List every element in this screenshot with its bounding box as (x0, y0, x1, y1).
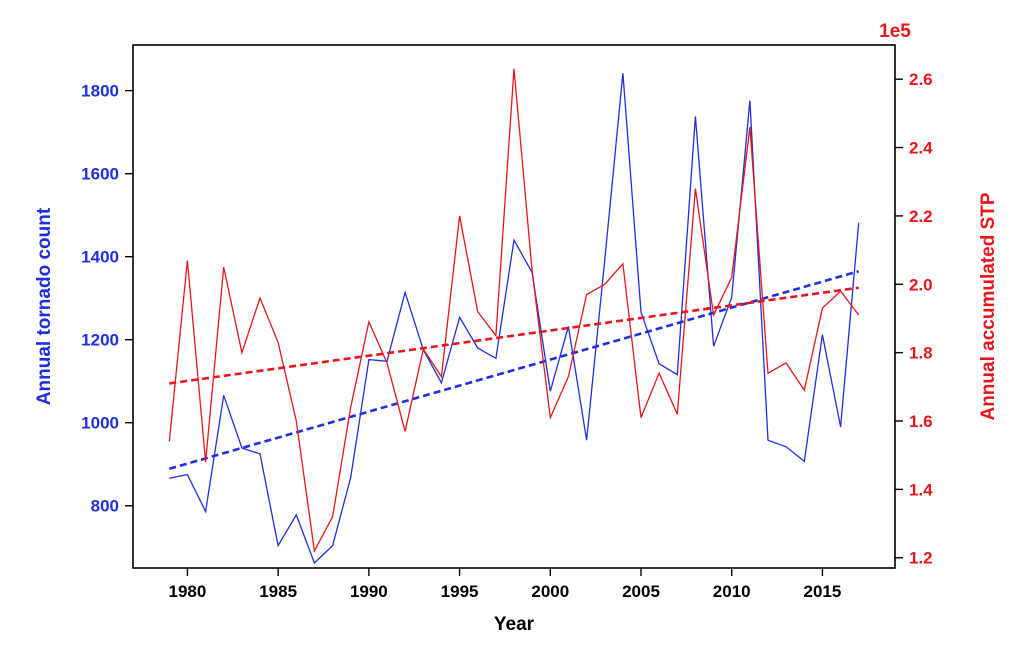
right-y-tick-label: 1.8 (909, 344, 933, 363)
x-tick-label: 1985 (259, 582, 297, 601)
x-tick-label: 2010 (713, 582, 751, 601)
axes-layer: 1980 1985 1990 1995 2000 2005 2010 2015 800 1000 1… (81, 70, 933, 601)
right-y-tick-label: 2.6 (909, 70, 933, 89)
x-tick-label: 2000 (531, 582, 569, 601)
tornado-count-trend-line (168, 269, 860, 471)
left-y-tick-label: 1000 (81, 414, 119, 433)
x-tick-label: 1990 (350, 582, 388, 601)
left-y-tick-label: 1800 (81, 82, 119, 101)
right-y-tick-label: 2.2 (909, 207, 933, 226)
right-y-tick-label: 2.4 (909, 139, 933, 158)
series-layer (168, 68, 860, 565)
x-tick-label: 2005 (622, 582, 660, 601)
left-y-tick-label: 1600 (81, 165, 119, 184)
x-tick-label: 2015 (804, 582, 842, 601)
accumulated-stp-trend-line (169, 286, 859, 385)
left-y-tick-label: 800 (91, 497, 119, 516)
x-tick-label: 1980 (169, 582, 207, 601)
left-y-axis-title: Annual tornado count (34, 207, 55, 405)
left-y-tick-label: 1400 (81, 248, 119, 267)
x-axis-title: Year (494, 614, 535, 635)
right-axis-multiplier: 1e5 (879, 21, 911, 42)
right-y-tick-label: 2.0 (909, 275, 933, 294)
left-y-tick-label: 1200 (81, 331, 119, 350)
right-y-axis-title: Annual accumulated STP (978, 192, 999, 420)
right-y-tick-label: 1.2 (909, 549, 933, 568)
accumulated-stp-line (168, 68, 860, 553)
plot-frame (132, 44, 896, 569)
tornado-count-line (169, 73, 860, 565)
x-tick-label: 1995 (441, 582, 479, 601)
right-y-tick-label: 1.6 (909, 412, 933, 431)
right-y-tick-label: 1.4 (909, 480, 933, 499)
